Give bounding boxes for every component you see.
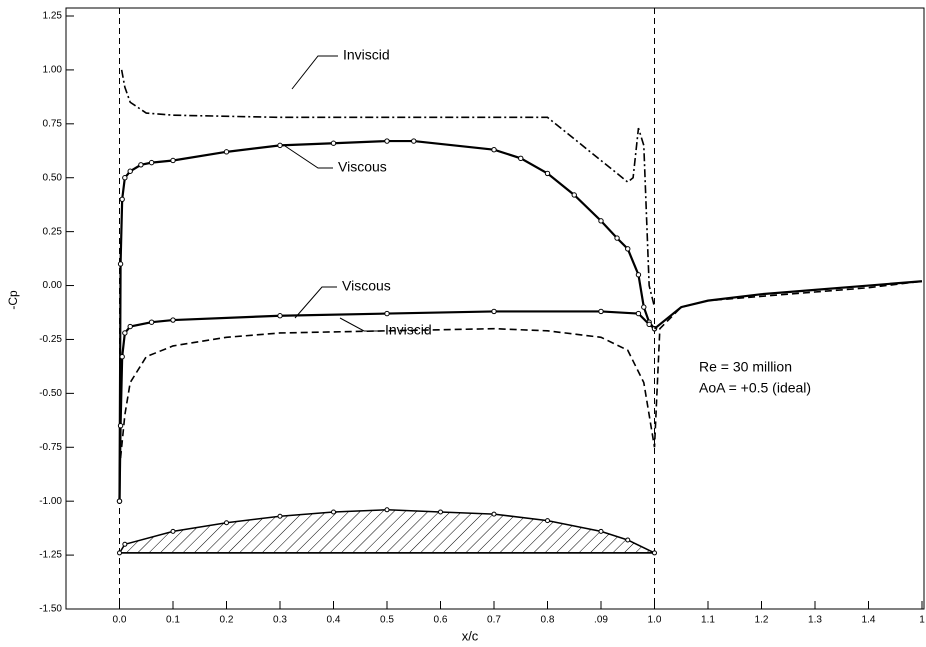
series-marker — [411, 138, 417, 144]
series-marker — [384, 138, 390, 144]
series-marker — [170, 157, 176, 164]
series-marker — [491, 308, 497, 315]
series-marker — [635, 272, 642, 278]
series-marker — [119, 354, 125, 360]
airfoil-point — [384, 507, 390, 513]
y-tick-label: -1.00 — [39, 496, 62, 507]
x-tick-label: 0.5 — [380, 615, 394, 626]
x-tick-label: 1.2 — [755, 615, 769, 626]
series-marker — [330, 140, 337, 146]
y-tick-label: 1.00 — [43, 65, 63, 76]
airfoil-point — [545, 518, 550, 524]
airfoil-point — [491, 511, 497, 517]
x-tick-label: 0.2 — [220, 615, 234, 626]
series-marker — [571, 192, 577, 198]
series-marker — [119, 196, 125, 202]
leader-line — [339, 317, 380, 332]
airfoil-point — [277, 513, 283, 519]
airfoil-upper — [118, 509, 655, 554]
x-tick-label: 0.7 — [487, 615, 501, 626]
x-tick-label: 1.0 — [648, 615, 662, 626]
y-tick-label: 0.00 — [43, 280, 63, 291]
airfoil-point — [652, 550, 657, 556]
series-marker — [598, 218, 604, 224]
series-marker — [116, 498, 123, 504]
series-marker — [122, 175, 128, 181]
x-tick-label: 0.0 — [113, 615, 127, 626]
series-marker — [122, 330, 128, 336]
airfoil-point — [224, 520, 229, 526]
x-tick-label: 0.3 — [273, 615, 287, 626]
series-marker — [277, 313, 283, 319]
series-line — [120, 69, 656, 308]
series-marker — [223, 149, 230, 155]
x-tick-label: 1.1 — [701, 615, 715, 626]
series-marker — [635, 310, 642, 317]
series-marker — [598, 308, 604, 315]
y-tick-label: 1.25 — [43, 11, 63, 22]
series-marker — [117, 423, 124, 429]
y-tick-label: -0.75 — [39, 442, 62, 453]
x-tick-label: 1.3 — [808, 615, 822, 626]
x-tick-label: 1.4 — [862, 615, 876, 626]
series-marker — [491, 146, 497, 153]
series-line — [119, 280, 923, 459]
series-marker — [117, 261, 124, 267]
airfoil-point — [122, 541, 128, 547]
annotation: Viscous — [338, 159, 387, 175]
airfoil-point — [625, 537, 631, 543]
series-marker — [127, 168, 133, 174]
annotation: AoA = +0.5 (ideal) — [699, 380, 811, 396]
leader-line — [294, 286, 337, 319]
series-marker — [646, 321, 652, 328]
annotation: Re = 30 million — [699, 359, 792, 375]
series-marker — [148, 319, 155, 325]
series-line — [653, 280, 923, 330]
x-tick-label: 0.1 — [166, 615, 180, 626]
series-marker — [127, 323, 133, 330]
leader-line — [284, 145, 333, 169]
x-tick-label: 0.6 — [434, 615, 448, 626]
annotation: Inviscid — [343, 47, 390, 63]
annotation: Viscous — [342, 278, 391, 294]
series-marker — [518, 155, 524, 162]
x-tick-label: 0.4 — [327, 615, 341, 626]
y-tick-label: 0.75 — [43, 118, 63, 129]
annotation: Inviscid — [385, 322, 432, 338]
series-marker — [625, 246, 631, 252]
x-axis-label: x/c — [462, 628, 479, 643]
y-tick-label: -0.25 — [39, 334, 62, 345]
series-marker — [148, 159, 155, 166]
y-tick-label: -1.25 — [39, 550, 62, 561]
airfoil-point — [438, 509, 443, 515]
x-tick-label: 1 — [919, 615, 925, 626]
leader-line — [291, 55, 338, 90]
series-marker — [544, 170, 551, 177]
x-tick-label: .09 — [594, 615, 608, 626]
y-tick-label: 0.25 — [43, 226, 63, 237]
y-tick-label: -1.50 — [39, 604, 62, 615]
series-marker — [277, 142, 283, 149]
airfoil-point — [598, 528, 604, 534]
airfoil-point — [331, 509, 336, 515]
airfoil-point — [117, 550, 122, 556]
series-marker — [384, 310, 390, 317]
y-tick-label: -0.50 — [39, 388, 62, 399]
y-tick-label: 0.50 — [43, 172, 63, 183]
series-marker — [614, 235, 620, 241]
series-marker — [138, 162, 144, 168]
x-tick-label: 0.8 — [541, 615, 555, 626]
airfoil-point — [170, 528, 176, 534]
series-line — [118, 310, 656, 502]
plot-frame — [65, 7, 925, 610]
series-marker — [641, 304, 647, 310]
series-marker — [170, 317, 176, 323]
y-axis-label: -Cp — [6, 290, 20, 310]
